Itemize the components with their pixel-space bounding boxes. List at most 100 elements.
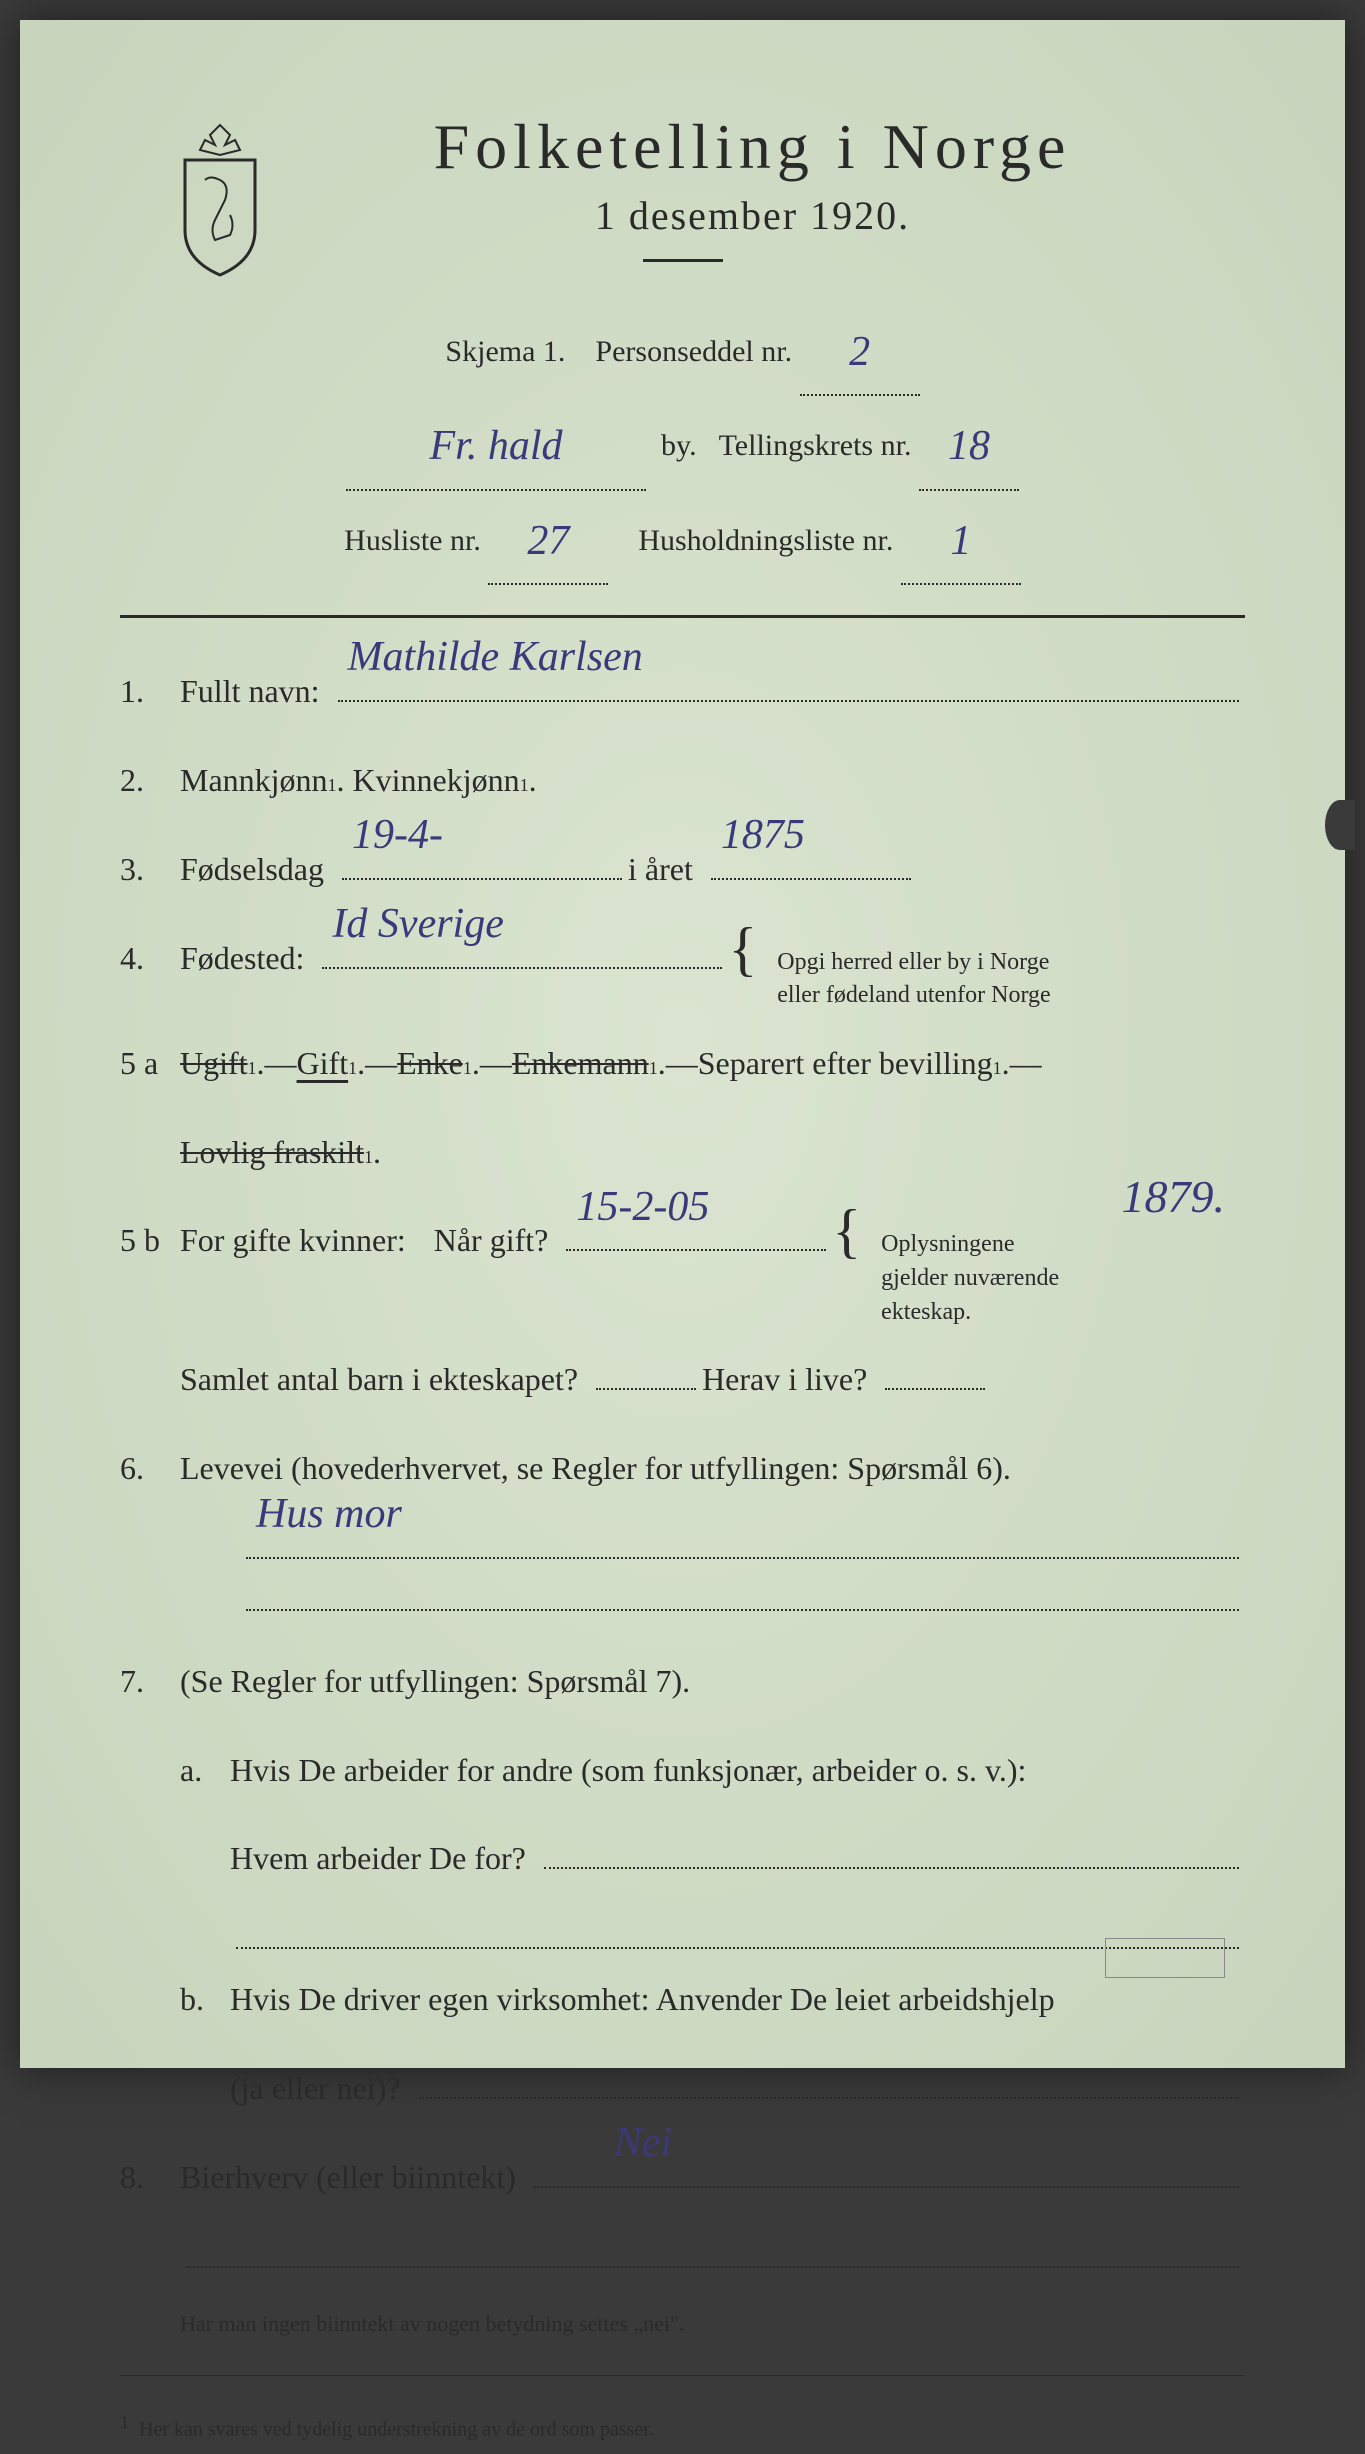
- q7-intro: (Se Regler for utfyllingen: Spørsmål 7).: [180, 1643, 690, 1720]
- shield-crown-icon: [160, 120, 280, 280]
- coat-of-arms-icon: [160, 120, 280, 280]
- q7-num: 7.: [120, 1643, 180, 1720]
- footnote-num: 1: [120, 2412, 129, 2432]
- q7a-field: [544, 1829, 1239, 1869]
- tellingskrets-field: 18: [919, 396, 1019, 490]
- question-7b: b. Hvis De driver egen virksomhet: Anven…: [120, 1961, 1245, 2038]
- q8-value: Nei: [614, 2093, 672, 2194]
- q8-field-2: [186, 2228, 1239, 2268]
- q4-note-line1: Opgi herred eller by i Norge: [777, 949, 1049, 975]
- q5a-ugift: Ugift: [180, 1025, 248, 1102]
- q3-i-label: i året: [628, 831, 693, 908]
- tellingskrets-value: 18: [948, 400, 990, 492]
- question-7b-q: (ja eller nei)?: [120, 2050, 1245, 2127]
- question-3: 3. Fødselsdag 19-4- i året 1875: [120, 831, 1245, 908]
- q4-label: Fødested:: [180, 920, 304, 997]
- husholdningsliste-field: 1: [901, 491, 1021, 585]
- tellingskrets-label: Tellingskrets nr.: [719, 429, 912, 462]
- torn-edge-decoration: [1325, 800, 1355, 850]
- question-6-blank-row: [120, 1571, 1245, 1611]
- question-5b-wrapper: 1879. 5 b For gifte kvinner: Når gift? 1…: [120, 1202, 1245, 1418]
- question-7: 7. (Se Regler for utfyllingen: Spørsmål …: [120, 1643, 1245, 1720]
- q7a-field-2: [236, 1909, 1239, 1949]
- husholdningsliste-label: Husholdningsliste nr.: [638, 524, 893, 557]
- q5a-enke: Enke: [397, 1025, 463, 1102]
- q2-num: 2.: [120, 742, 180, 819]
- brace-icon-2: {: [832, 1207, 861, 1255]
- q3-day-value: 19-4-: [352, 785, 443, 886]
- q5a-enkemann: Enkemann: [512, 1025, 649, 1102]
- q5b-label3: Samlet antal barn i ekteskapet?: [180, 1341, 578, 1418]
- question-7a-q: Hvem arbeider De for?: [120, 1820, 1245, 1897]
- q5b-label4: Herav i live?: [702, 1341, 867, 1418]
- q5b-note-3: ekteskap.: [881, 1299, 971, 1325]
- husholdningsliste-value: 1: [950, 495, 971, 587]
- q6-field: Hus mor: [246, 1519, 1239, 1559]
- skjema-label: Skjema 1.: [445, 335, 565, 368]
- husliste-label: Husliste nr.: [344, 524, 481, 557]
- q7a-q-label: Hvem arbeider De for?: [230, 1820, 526, 1897]
- q2-sup1: 1: [328, 764, 337, 807]
- q5a-num: 5 a: [120, 1025, 180, 1102]
- husliste-value: 27: [527, 495, 569, 587]
- q1-field: Mathilde Karlsen: [338, 662, 1239, 702]
- q8-field: Nei: [534, 2148, 1239, 2188]
- q1-label: Fullt navn:: [180, 653, 320, 730]
- q5b-live-field: [885, 1350, 985, 1390]
- q5a-dash2: —: [365, 1025, 397, 1102]
- q5a-separert: Separert efter bevilling: [698, 1025, 993, 1102]
- q5b-label1: For gifte kvinner:: [180, 1202, 406, 1279]
- question-7a-blank: [120, 1909, 1245, 1949]
- printer-stamp: [1105, 1938, 1225, 1978]
- footnote-text: Her kan svares ved tydelig understreknin…: [139, 2419, 654, 2441]
- q7b-q-label: (ja eller nei)?: [230, 2050, 401, 2127]
- by-label: by.: [661, 429, 697, 462]
- q6-value: Hus mor: [256, 1464, 402, 1565]
- q1-num: 1.: [120, 653, 180, 730]
- q4-side-note: Opgi herred eller by i Norge eller fødel…: [777, 946, 1050, 1013]
- q7b-field: [419, 2059, 1239, 2099]
- personseddel-nr-field: 2: [800, 302, 920, 396]
- form-subtitle: 1 desember 1920.: [120, 192, 1245, 239]
- q8-label: Bierhverv (eller biinntekt): [180, 2139, 516, 2216]
- question-2: 2. Mannkjønn1. Kvinnekjønn1.: [120, 742, 1245, 819]
- q5b-note-2: gjelder nuværende: [881, 1265, 1059, 1291]
- personseddel-label: Personseddel nr.: [595, 335, 792, 368]
- q5b-label2: Når gift?: [434, 1202, 549, 1279]
- q5b-naar-field: 15-2-05: [566, 1211, 826, 1251]
- q8-num: 8.: [120, 2139, 180, 2216]
- q5b-note-1: Oplysningene: [881, 1231, 1014, 1257]
- q2-sup2: 1: [520, 764, 529, 807]
- header-divider: [120, 615, 1245, 618]
- q5a-dash1: —: [265, 1025, 297, 1102]
- question-6-value-row: Hus mor: [120, 1519, 1245, 1559]
- q2-mann: Mannkjønn: [180, 742, 328, 819]
- q7a-text: Hvis De arbeider for andre (som funksjon…: [230, 1732, 1026, 1809]
- q7b-text: Hvis De driver egen virksomhet: Anvender…: [230, 1961, 1055, 2038]
- question-1: 1. Fullt navn: Mathilde Karlsen: [120, 653, 1245, 730]
- q6-num: 6.: [120, 1430, 180, 1507]
- q4-note-line2: eller fødeland utenfor Norge: [777, 982, 1050, 1008]
- footer-note-2: 1 Her kan svares ved tydelig understrekn…: [120, 2401, 1245, 2454]
- question-7a: a. Hvis De arbeider for andre (som funks…: [120, 1732, 1245, 1809]
- q5a-dash4: —: [666, 1025, 698, 1102]
- q7a-num: a.: [180, 1732, 230, 1809]
- q4-field: Id Sverige: [322, 929, 722, 969]
- brace-icon: {: [728, 925, 757, 973]
- footer-divider: [120, 2375, 1245, 2376]
- question-8: 8. Bierhverv (eller biinntekt) Nei: [120, 2139, 1245, 2216]
- q4-num: 4.: [120, 920, 180, 997]
- q2-period1: .: [337, 742, 345, 819]
- form-title: Folketelling i Norge: [120, 110, 1245, 184]
- q5b-barn-field: [596, 1350, 696, 1390]
- form-meta-section: Skjema 1. Personseddel nr. 2 Fr. hald by…: [120, 302, 1245, 585]
- form-header: Folketelling i Norge 1 desember 1920.: [120, 110, 1245, 262]
- question-5b: 5 b For gifte kvinner: Når gift? 15-2-05…: [120, 1202, 1245, 1329]
- q1-value: Mathilde Karlsen: [348, 607, 643, 708]
- by-field: Fr. hald: [346, 396, 646, 490]
- q3-label: Fødselsdag: [180, 831, 324, 908]
- question-5a: 5 a Ugift1. — Gift1. — Enke1. — Enkemann…: [120, 1025, 1245, 1102]
- q4-value: Id Sverige: [332, 874, 503, 975]
- census-form-page: Folketelling i Norge 1 desember 1920. Sk…: [20, 20, 1345, 2068]
- q3-year-field: 1875: [711, 840, 911, 880]
